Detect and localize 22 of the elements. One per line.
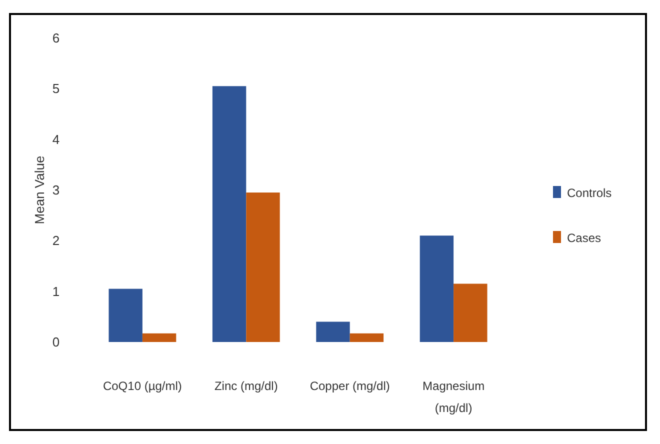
y-axis-title: Mean Value	[32, 156, 47, 224]
y-tick-label: 6	[52, 30, 60, 46]
bar	[142, 333, 176, 342]
bar	[246, 192, 280, 342]
bar	[420, 236, 454, 342]
bar	[108, 288, 142, 342]
bar	[454, 284, 488, 342]
y-tick-label: 0	[52, 334, 60, 350]
x-tick-label: CoQ10 (µg/ml)	[102, 379, 182, 393]
bar	[212, 86, 246, 342]
x-tick-label: Magnesium (mg/dl)	[422, 379, 485, 415]
y-tick-label: 4	[52, 132, 60, 147]
bar	[350, 333, 384, 342]
y-tick-label: 1	[52, 284, 60, 299]
y-tick-label: 3	[52, 182, 60, 198]
legend-label: Controls	[567, 186, 612, 200]
legend-label: Cases	[567, 231, 602, 246]
x-tick-label: Copper (mg/dl)	[310, 379, 390, 393]
y-tick-label: 5	[52, 81, 60, 96]
x-tick-label: Zinc (mg/dl)	[214, 379, 278, 393]
y-tick-label: 2	[52, 233, 60, 248]
bar	[316, 322, 350, 342]
